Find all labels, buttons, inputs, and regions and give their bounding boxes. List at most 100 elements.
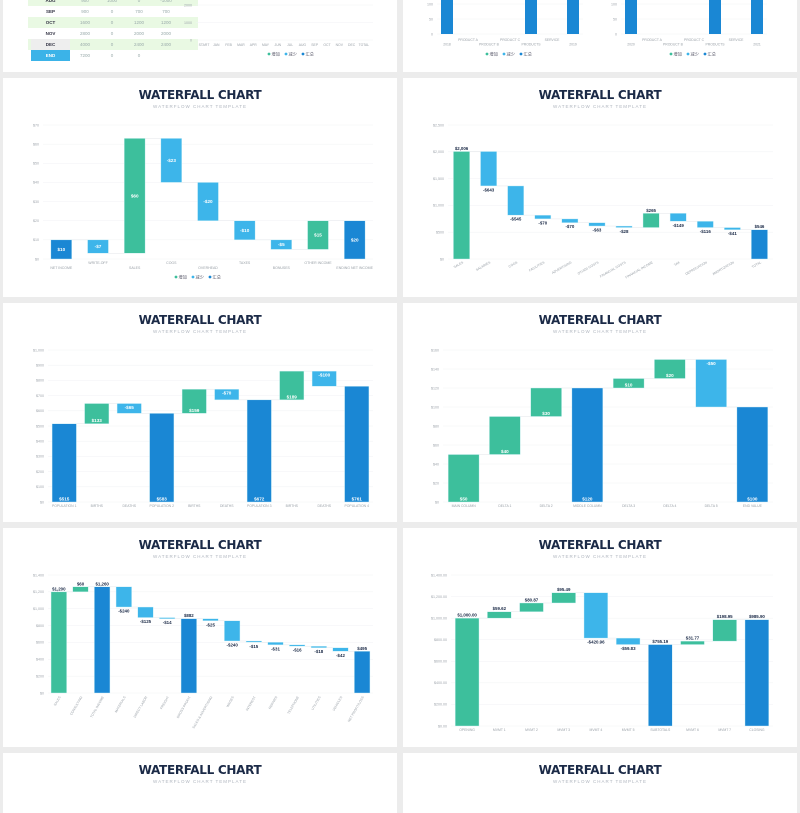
data-label: $15 — [314, 233, 322, 238]
data-label: -$42 — [336, 653, 345, 658]
table-month-cell: SEP — [45, 9, 55, 14]
data-label: -$14 — [163, 620, 172, 625]
bar-increase — [124, 138, 146, 254]
data-label: $189 — [287, 394, 298, 399]
x-tick-label: MATERIALS — [114, 695, 127, 714]
legend-label: 增加 — [490, 51, 498, 58]
bar-decrease — [588, 222, 606, 227]
bar-total — [744, 619, 770, 727]
chart-subtitle: WATERFLOW CHART TEMPLATE — [553, 104, 647, 109]
bar-total — [149, 413, 175, 503]
y-tick-label: $1,000 — [33, 607, 44, 611]
data-label: $59.62 — [493, 606, 507, 611]
y-tick-label: $400.00 — [434, 681, 447, 685]
bar-decrease — [311, 370, 337, 387]
x-tick-label: MAR — [237, 43, 245, 47]
legend-marker — [703, 52, 707, 56]
y-tick-label: $30 — [33, 200, 39, 204]
data-label: $495 — [357, 646, 367, 651]
slide-3: $0 $100 $200 $300 $400 $500 $600 $700 $800 $900 $1… — [3, 303, 397, 522]
data-label: $60 — [131, 193, 139, 198]
table-month-cell: OCT — [45, 20, 56, 25]
bar-total — [180, 618, 197, 694]
data-label: -$545 — [510, 217, 522, 222]
x-tick-label: DELTA 4 — [663, 504, 676, 508]
y-tick-label: $120 — [431, 386, 439, 390]
y-tick-label: $700 — [36, 394, 44, 398]
table-cell: 7200 — [79, 53, 90, 58]
x-tick-label: POPULATION 4 — [345, 504, 370, 508]
x-tick-label: SALES — [453, 260, 465, 269]
top-left-slide: AUG 900 1000 0 -1000 SEP 900 0 700 700 OCT 1600 0 120… — [3, 0, 397, 72]
bar-decrease — [561, 218, 579, 223]
bar-decrease — [224, 620, 241, 642]
x-tick-label: OCT — [323, 43, 330, 47]
x-tick-label: BIRTHS — [188, 504, 201, 508]
bar-total — [751, 229, 768, 260]
table-cell: 2000 — [160, 31, 171, 36]
bar-increase — [454, 617, 480, 727]
data-label: $20 — [351, 237, 359, 242]
y-tick-label: 0 — [431, 32, 433, 36]
x-tick-label: NET PROFIT/LOSS — [347, 695, 365, 723]
x-tick-label: DELTA 5 — [705, 504, 718, 508]
bar-total — [525, 0, 537, 34]
x-tick-label: INTEREST — [245, 696, 257, 712]
data-label: $1,000.00 — [457, 613, 477, 618]
bar-decrease — [507, 185, 525, 216]
table-month-cell: NOV — [45, 31, 56, 36]
chart-title: WATERFALL CHART — [138, 763, 262, 777]
bar-decrease — [615, 637, 641, 645]
data-label: 800 — [201, 0, 207, 1]
table-cell: 700 — [162, 9, 170, 14]
y-tick-label: $800 — [36, 624, 44, 628]
bar-decrease — [245, 640, 262, 643]
data-label: -$59.83 — [621, 646, 636, 651]
table-cell: 1200 — [160, 20, 171, 25]
data-label: -$50 — [707, 361, 717, 366]
x-tick-label: DELTA 1 — [498, 504, 511, 508]
slide-6: $0.00 $200.00 $400.00 $600.00 $800.00 $1,000.… — [403, 528, 797, 747]
legend-marker — [301, 52, 305, 56]
slide-2: $0 $500 $1,000 $1,500 $2,000 $2,500 $2,006 SALE… — [403, 78, 797, 297]
legend-marker — [267, 52, 271, 56]
table-cell: 0 — [110, 31, 114, 36]
data-label: $20 — [666, 373, 674, 378]
x-tick-label: MVMT 5 — [622, 728, 635, 732]
y-tick-label: $800.00 — [434, 638, 447, 642]
x-tick-label: MIDDLE COLUMN — [573, 504, 602, 508]
data-label: -400 — [262, 0, 269, 1]
data-label: $133 — [92, 418, 103, 423]
bar-increase — [712, 619, 737, 642]
bar-decrease — [116, 403, 142, 414]
data-label: -$70 — [222, 391, 232, 396]
bar-total — [736, 406, 769, 503]
x-tick-label: DELTA 3 — [622, 504, 635, 508]
bar-decrease — [332, 647, 349, 652]
table-cell: -1000 — [160, 0, 172, 3]
x-tick-label: 2020 — [627, 43, 635, 47]
x-tick-label: MVMT 4 — [590, 728, 603, 732]
data-label: $2,006 — [455, 146, 469, 151]
data-label: -$41 — [728, 231, 737, 236]
bar-increase — [487, 611, 512, 619]
bar-decrease — [115, 586, 132, 608]
legend-label: 汇总 — [708, 51, 716, 58]
data-label: $672 — [254, 497, 265, 502]
legend-label: 汇总 — [306, 51, 314, 58]
bar-decrease — [289, 644, 306, 647]
x-tick-label: END VALUE — [743, 504, 763, 508]
x-tick-label: TAX — [673, 260, 681, 267]
data-label: 700 — [312, 0, 318, 1]
x-tick-label: TOTAL — [359, 43, 370, 47]
bar-increase — [489, 416, 521, 455]
x-tick-label: SALES — [129, 266, 141, 270]
y-tick-label: $500 — [436, 231, 444, 235]
x-tick-label: TAXES — [239, 261, 251, 265]
x-tick-label: ADVERTISING — [551, 260, 573, 275]
data-label: $100 — [747, 497, 758, 502]
data-label: $515 — [59, 497, 70, 502]
y-tick-label: $1,400.00 — [431, 573, 447, 577]
data-label: -1000 — [298, 0, 307, 1]
bar-increase — [551, 592, 576, 604]
